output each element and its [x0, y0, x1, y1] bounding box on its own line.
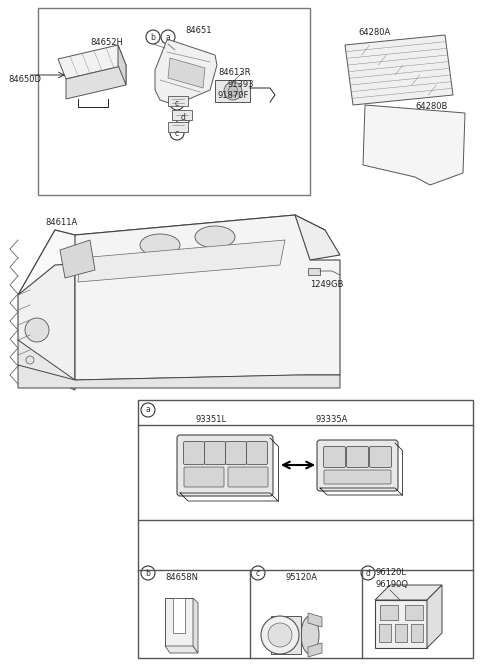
Text: 96190Q: 96190Q — [375, 580, 408, 589]
Circle shape — [261, 616, 299, 654]
Polygon shape — [60, 240, 95, 278]
Polygon shape — [395, 624, 407, 642]
Ellipse shape — [140, 234, 180, 256]
Polygon shape — [18, 340, 75, 390]
FancyBboxPatch shape — [228, 467, 268, 487]
Polygon shape — [18, 230, 75, 380]
Polygon shape — [308, 613, 322, 627]
Text: a: a — [145, 406, 150, 414]
Polygon shape — [168, 96, 188, 106]
Polygon shape — [411, 624, 423, 642]
Text: 84651: 84651 — [185, 26, 212, 35]
Polygon shape — [405, 605, 423, 620]
Polygon shape — [375, 600, 427, 648]
Text: 64280B: 64280B — [415, 102, 447, 111]
Polygon shape — [58, 45, 126, 79]
FancyBboxPatch shape — [247, 442, 267, 464]
Polygon shape — [308, 268, 320, 275]
Bar — [138, 400, 473, 658]
Polygon shape — [172, 110, 192, 120]
Polygon shape — [345, 35, 453, 105]
Text: 91393: 91393 — [227, 80, 253, 89]
Text: 91870F: 91870F — [218, 91, 250, 100]
Polygon shape — [295, 215, 340, 260]
Circle shape — [224, 82, 242, 100]
Circle shape — [26, 356, 34, 364]
Polygon shape — [168, 58, 205, 88]
FancyBboxPatch shape — [204, 442, 226, 464]
FancyBboxPatch shape — [324, 446, 346, 467]
Polygon shape — [118, 45, 126, 85]
FancyBboxPatch shape — [317, 440, 398, 491]
Ellipse shape — [301, 616, 319, 654]
FancyBboxPatch shape — [183, 442, 204, 464]
Text: 84652H: 84652H — [90, 38, 123, 47]
Polygon shape — [168, 122, 188, 132]
Polygon shape — [173, 598, 185, 633]
Polygon shape — [75, 215, 340, 380]
Text: 84611A: 84611A — [45, 218, 77, 227]
Text: 84658N: 84658N — [165, 573, 198, 582]
Text: b: b — [145, 569, 150, 577]
Text: c: c — [175, 128, 179, 138]
Circle shape — [228, 86, 238, 96]
Polygon shape — [215, 80, 250, 102]
Polygon shape — [18, 365, 340, 388]
Circle shape — [268, 623, 292, 647]
FancyBboxPatch shape — [370, 446, 392, 467]
Text: 84613R: 84613R — [218, 68, 251, 77]
Polygon shape — [193, 598, 198, 653]
Text: 84650D: 84650D — [8, 75, 41, 84]
Circle shape — [25, 318, 49, 342]
Polygon shape — [78, 240, 285, 282]
Text: a: a — [166, 33, 170, 41]
Text: b: b — [151, 33, 156, 41]
FancyBboxPatch shape — [184, 467, 224, 487]
Text: 93335A: 93335A — [315, 415, 348, 424]
Text: 93351L: 93351L — [195, 415, 226, 424]
Polygon shape — [66, 65, 126, 99]
Text: 96120L: 96120L — [375, 568, 406, 577]
Text: 1249GB: 1249GB — [310, 280, 343, 289]
FancyBboxPatch shape — [347, 446, 369, 467]
Polygon shape — [375, 585, 442, 600]
Polygon shape — [271, 616, 301, 654]
Polygon shape — [155, 40, 217, 105]
FancyBboxPatch shape — [177, 435, 273, 496]
Text: c: c — [175, 98, 179, 108]
Polygon shape — [165, 598, 193, 646]
Polygon shape — [379, 624, 391, 642]
Text: 95120A: 95120A — [285, 573, 317, 582]
Text: d: d — [366, 569, 371, 577]
Polygon shape — [427, 585, 442, 648]
FancyBboxPatch shape — [324, 470, 391, 484]
Bar — [38, 8, 310, 195]
Text: c: c — [256, 569, 260, 577]
Text: d: d — [180, 114, 185, 122]
Polygon shape — [18, 215, 325, 295]
Text: 64280A: 64280A — [358, 28, 390, 37]
Polygon shape — [308, 643, 322, 657]
Polygon shape — [165, 646, 198, 653]
FancyBboxPatch shape — [226, 442, 247, 464]
Ellipse shape — [195, 226, 235, 248]
Polygon shape — [380, 605, 398, 620]
Polygon shape — [363, 105, 465, 185]
